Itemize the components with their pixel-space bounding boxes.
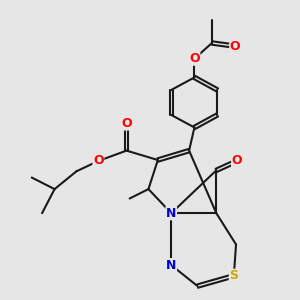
Text: O: O (121, 117, 132, 130)
Text: O: O (93, 154, 104, 167)
Text: N: N (166, 207, 176, 220)
Text: O: O (232, 154, 242, 167)
Text: N: N (166, 259, 176, 272)
Text: S: S (229, 269, 238, 282)
Text: O: O (230, 40, 240, 52)
Text: O: O (189, 52, 200, 65)
